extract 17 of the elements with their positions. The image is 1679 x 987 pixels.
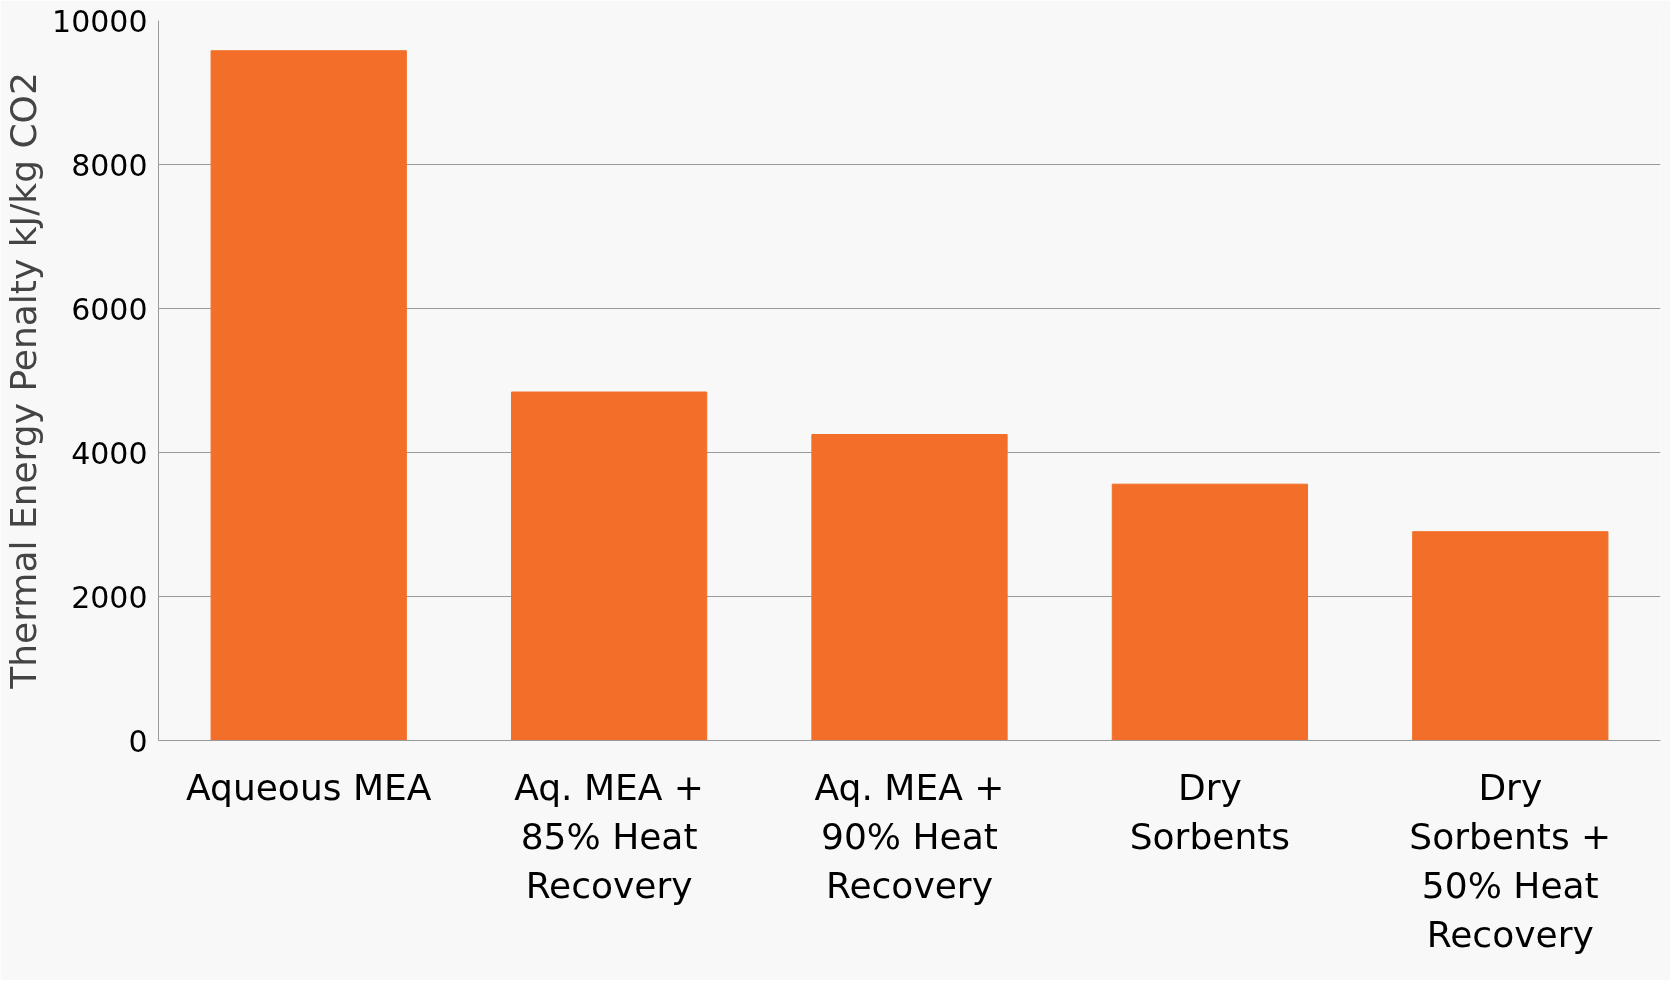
bar <box>210 50 407 741</box>
bar <box>811 434 1008 741</box>
y-axis-title: Thermal Energy Penalty kJ/kg CO2 <box>3 72 45 690</box>
y-tick-label: 10000 <box>52 3 148 39</box>
x-tick-label: Aq. MEA + 85% Heat Recovery <box>514 766 704 906</box>
y-tick-label: 2000 <box>71 579 148 615</box>
y-tick-label: 6000 <box>71 291 148 327</box>
x-tick-label: Dry Sorbents + 50% Heat Recovery <box>1409 766 1612 956</box>
y-tick-label: 8000 <box>71 147 148 183</box>
bar <box>510 391 708 741</box>
y-tick-label: 0 <box>128 723 148 759</box>
y-tick-label: 4000 <box>71 435 148 471</box>
bar <box>1111 483 1309 741</box>
bar <box>1412 531 1609 741</box>
x-tick-label: Dry Sorbents <box>1129 766 1291 857</box>
x-tick-label: Aqueous MEA <box>186 766 432 808</box>
x-tick-label: Aq. MEA + 90% Heat Recovery <box>814 766 1005 906</box>
